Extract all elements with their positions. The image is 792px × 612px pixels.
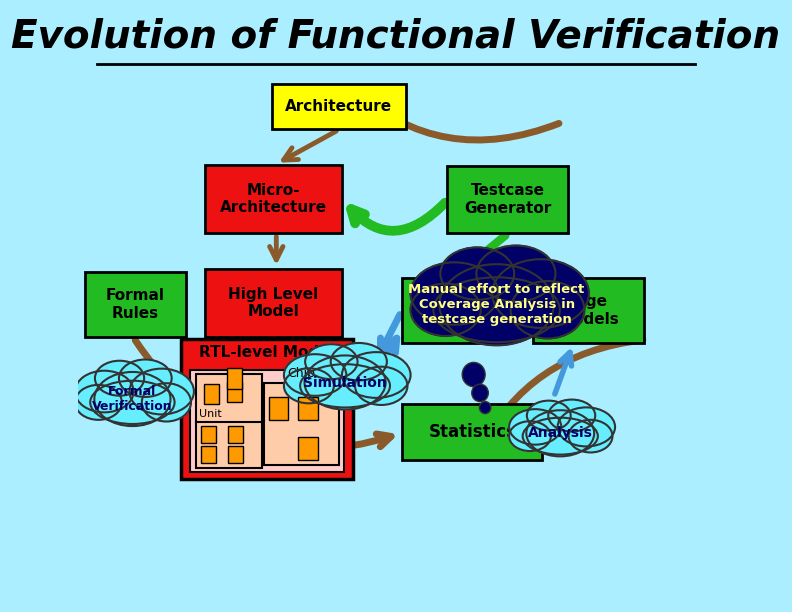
Text: ...ge
Models: ...ge Models xyxy=(558,294,619,327)
FancyBboxPatch shape xyxy=(264,383,339,465)
Ellipse shape xyxy=(569,420,612,452)
Ellipse shape xyxy=(284,354,346,396)
FancyBboxPatch shape xyxy=(190,370,344,472)
Ellipse shape xyxy=(476,245,555,302)
Ellipse shape xyxy=(75,371,134,412)
Text: RTL-level Model: RTL-level Model xyxy=(199,345,334,360)
FancyBboxPatch shape xyxy=(402,278,505,343)
FancyBboxPatch shape xyxy=(533,278,645,343)
FancyBboxPatch shape xyxy=(196,374,262,423)
FancyBboxPatch shape xyxy=(268,397,287,420)
FancyBboxPatch shape xyxy=(228,446,243,463)
Text: Manual effort to reflect
Coverage Analysis in
testcase generation: Manual effort to reflect Coverage Analys… xyxy=(409,283,584,326)
FancyBboxPatch shape xyxy=(272,84,406,129)
Ellipse shape xyxy=(284,368,334,403)
FancyBboxPatch shape xyxy=(201,426,216,443)
Ellipse shape xyxy=(94,372,170,426)
Ellipse shape xyxy=(479,401,491,414)
Ellipse shape xyxy=(300,364,390,408)
Ellipse shape xyxy=(440,264,554,345)
Text: Simulation: Simulation xyxy=(303,376,387,389)
Ellipse shape xyxy=(90,381,174,424)
Ellipse shape xyxy=(548,400,596,431)
Ellipse shape xyxy=(75,385,122,420)
Ellipse shape xyxy=(527,401,571,430)
Ellipse shape xyxy=(511,281,584,338)
Text: Testpa...: Testpa... xyxy=(417,303,490,318)
Ellipse shape xyxy=(304,356,386,409)
Ellipse shape xyxy=(129,368,194,414)
Ellipse shape xyxy=(433,277,560,342)
Text: Formal
Verification: Formal Verification xyxy=(92,385,173,413)
FancyBboxPatch shape xyxy=(447,166,568,233)
FancyBboxPatch shape xyxy=(227,382,242,402)
FancyBboxPatch shape xyxy=(299,437,318,460)
Ellipse shape xyxy=(119,359,172,397)
Text: High Level
Model: High Level Model xyxy=(228,287,318,319)
Ellipse shape xyxy=(558,408,615,446)
Ellipse shape xyxy=(142,383,191,422)
Text: Statistics: Statistics xyxy=(428,423,516,441)
Ellipse shape xyxy=(410,283,481,336)
FancyBboxPatch shape xyxy=(181,339,352,479)
Ellipse shape xyxy=(523,417,598,455)
Ellipse shape xyxy=(440,247,514,300)
Text: Formal
Rules: Formal Rules xyxy=(106,288,165,321)
Text: Architecture: Architecture xyxy=(285,99,392,114)
FancyBboxPatch shape xyxy=(201,446,216,463)
Ellipse shape xyxy=(331,343,386,381)
FancyBboxPatch shape xyxy=(204,384,219,405)
FancyBboxPatch shape xyxy=(86,272,186,337)
Text: Chip: Chip xyxy=(287,367,315,381)
Ellipse shape xyxy=(472,384,489,401)
Ellipse shape xyxy=(305,344,357,379)
Ellipse shape xyxy=(342,352,410,398)
Text: Evolution of Functional Verification: Evolution of Functional Verification xyxy=(11,18,781,56)
FancyBboxPatch shape xyxy=(205,269,342,337)
Ellipse shape xyxy=(95,360,144,396)
FancyBboxPatch shape xyxy=(227,368,242,389)
Ellipse shape xyxy=(410,263,498,325)
FancyBboxPatch shape xyxy=(299,397,318,420)
FancyBboxPatch shape xyxy=(196,422,262,468)
Ellipse shape xyxy=(492,259,588,328)
FancyBboxPatch shape xyxy=(205,165,342,233)
FancyBboxPatch shape xyxy=(402,404,543,460)
Text: Micro-
Architecture: Micro- Architecture xyxy=(220,183,327,215)
Text: Analysis: Analysis xyxy=(527,427,592,440)
Ellipse shape xyxy=(527,410,594,457)
Ellipse shape xyxy=(509,421,551,451)
Text: Unit: Unit xyxy=(199,409,222,419)
Ellipse shape xyxy=(509,409,562,445)
Text: Testcase
Generator: Testcase Generator xyxy=(464,184,551,215)
Ellipse shape xyxy=(355,367,407,405)
Ellipse shape xyxy=(463,362,485,387)
FancyBboxPatch shape xyxy=(228,426,243,443)
